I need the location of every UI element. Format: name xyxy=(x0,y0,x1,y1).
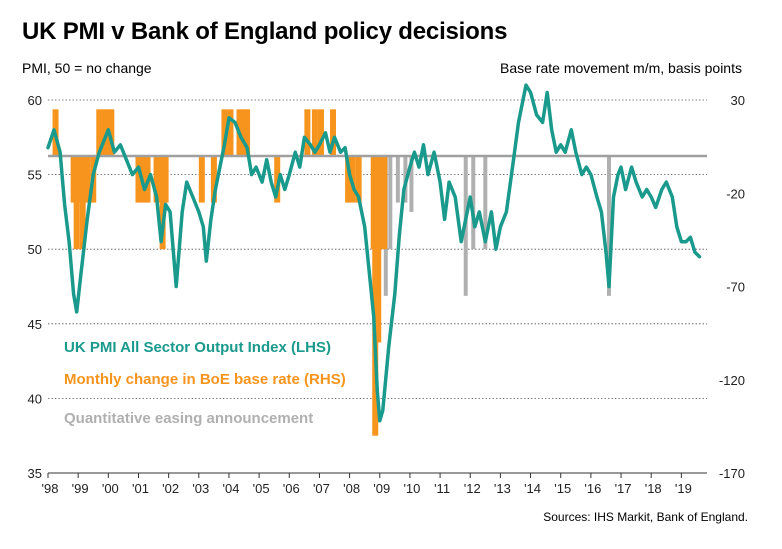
boe-bar-37 xyxy=(381,155,388,250)
boe-bar-2 xyxy=(73,155,80,250)
right-tick-label-2: -70 xyxy=(726,280,745,295)
boe-bar-8 xyxy=(100,109,107,156)
boe-bar-29 xyxy=(330,109,337,156)
x-tick-label-2: '00 xyxy=(102,481,119,496)
qe-bar-2 xyxy=(395,155,400,203)
boe-bar-28 xyxy=(317,109,324,156)
boe-bar-5 xyxy=(84,155,91,203)
legend-entry-0: UK PMI All Sector Output Index (LHS) xyxy=(64,339,331,356)
x-tick-label-15: '13 xyxy=(494,481,511,496)
right-tick-label-1: -20 xyxy=(726,186,745,201)
boe-bar-15 xyxy=(156,155,163,203)
x-tick-label-20: '18 xyxy=(645,481,662,496)
boe-bar-18 xyxy=(198,155,205,203)
legend-entry-2: Quantitative easing announcement xyxy=(64,410,313,427)
boe-bar-25 xyxy=(274,155,281,203)
boe-bar-36 xyxy=(378,155,385,250)
x-tick-label-18: '16 xyxy=(584,481,601,496)
qe-bar-1 xyxy=(388,155,393,250)
qe-bar-6 xyxy=(471,155,476,250)
right-axis-label: Base rate movement m/m, basis points xyxy=(500,60,742,76)
boe-bar-21 xyxy=(227,109,234,156)
x-tick-label-6: '04 xyxy=(222,481,239,496)
boe-bar-23 xyxy=(241,109,248,156)
x-tick-label-0: '98 xyxy=(42,481,59,496)
boe-bar-27 xyxy=(311,109,318,156)
boe-bar-32 xyxy=(355,155,362,203)
right-tick-label-3: -120 xyxy=(719,373,745,388)
x-tick-label-14: '12 xyxy=(464,481,481,496)
boe-bar-35 xyxy=(375,155,382,343)
pmi-series-line xyxy=(46,83,702,423)
left-tick-label-2: 50 xyxy=(28,242,42,257)
x-tick-label-13: '11 xyxy=(434,481,450,496)
x-tick-label-7: '05 xyxy=(253,481,270,496)
boe-bar-7 xyxy=(96,109,103,156)
right-tick-label-4: -170 xyxy=(719,466,745,481)
x-tick-label-4: '02 xyxy=(162,481,179,496)
boe-bar-10 xyxy=(108,109,115,156)
qe-bar-8 xyxy=(606,155,611,296)
x-tick-label-5: '03 xyxy=(192,481,209,496)
boe-bar-19 xyxy=(210,155,217,203)
boe-bar-16 xyxy=(159,155,166,250)
boe-bar-14 xyxy=(153,155,160,203)
x-tick-label-1: '99 xyxy=(72,481,89,496)
boe-bar-20 xyxy=(221,109,228,156)
boe-bar-1 xyxy=(70,155,77,203)
x-tick-label-16: '14 xyxy=(524,481,541,496)
left-tick-label-3: 45 xyxy=(28,317,42,332)
source-note: Sources: IHS Markit, Bank of England. xyxy=(543,510,748,524)
x-tick-label-12: '10 xyxy=(403,481,420,496)
boe-bar-30 xyxy=(345,155,352,203)
boe-bar-4 xyxy=(79,155,86,250)
left-axis-label: PMI, 50 = no change xyxy=(22,60,152,76)
boe-bar-26 xyxy=(304,109,311,156)
chart-title: UK PMI v Bank of England policy decision… xyxy=(22,18,508,45)
x-tick-label-10: '08 xyxy=(343,481,360,496)
boe-bar-17 xyxy=(162,155,169,203)
left-tick-label-1: 55 xyxy=(28,168,42,183)
left-tick-label-5: 35 xyxy=(28,466,42,481)
qe-bar-7 xyxy=(483,155,488,250)
x-tick-label-8: '06 xyxy=(283,481,300,496)
x-tick-label-9: '07 xyxy=(313,481,330,496)
boe-bar-24 xyxy=(244,109,251,156)
legend-entry-1: Monthly change in BoE base rate (RHS) xyxy=(64,371,346,388)
x-tick-label-21: '19 xyxy=(675,481,692,496)
right-tick-label-0: 30 xyxy=(731,93,745,108)
x-tick-label-17: '15 xyxy=(554,481,571,496)
left-tick-label-4: 40 xyxy=(28,391,42,406)
left-tick-label-0: 60 xyxy=(28,93,42,108)
boe-bar-3 xyxy=(76,155,83,203)
boe-bar-34 xyxy=(372,155,379,436)
qe-bar-4 xyxy=(409,155,414,212)
x-tick-label-3: '01 xyxy=(132,481,149,496)
boe-bar-11 xyxy=(135,155,142,203)
x-tick-label-11: '09 xyxy=(373,481,390,496)
x-tick-label-19: '17 xyxy=(615,481,632,496)
